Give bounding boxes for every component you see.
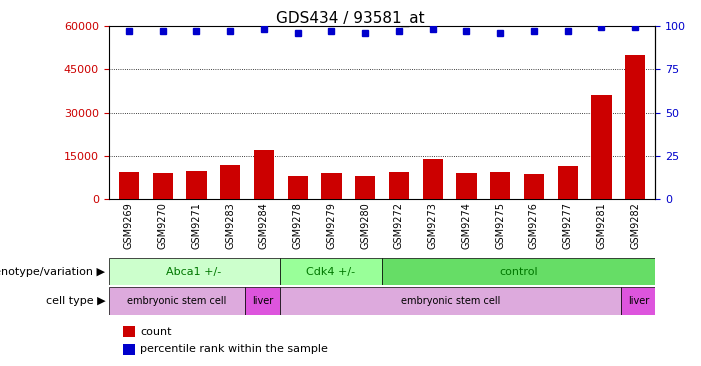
Bar [280, 287, 621, 315]
Bar [118, 172, 139, 199]
Text: Cdk4 +/-: Cdk4 +/- [306, 267, 355, 277]
Bar [557, 166, 578, 199]
Bar [245, 287, 280, 315]
Bar [524, 174, 544, 199]
Bar [321, 173, 341, 199]
Bar [287, 176, 308, 199]
Bar [456, 173, 477, 199]
Text: control: control [499, 267, 538, 277]
Text: genotype/variation ▶: genotype/variation ▶ [0, 267, 105, 277]
Text: GDS434 / 93581_at: GDS434 / 93581_at [276, 11, 425, 27]
Text: embryonic stem cell: embryonic stem cell [128, 296, 226, 306]
Bar [592, 95, 611, 199]
Text: liver: liver [627, 296, 649, 306]
Bar [389, 172, 409, 199]
Bar [280, 258, 382, 285]
Bar [186, 171, 207, 199]
Text: Abca1 +/-: Abca1 +/- [166, 267, 222, 277]
Text: count: count [140, 326, 172, 337]
Text: cell type ▶: cell type ▶ [46, 296, 105, 306]
Bar [423, 159, 443, 199]
Text: percentile rank within the sample: percentile rank within the sample [140, 344, 328, 354]
Text: liver: liver [252, 296, 273, 306]
Bar [621, 287, 655, 315]
Bar [382, 258, 655, 285]
Bar [625, 55, 646, 199]
Text: embryonic stem cell: embryonic stem cell [401, 296, 500, 306]
Bar [109, 258, 280, 285]
Bar [220, 165, 240, 199]
Bar [254, 150, 274, 199]
Bar [490, 172, 510, 199]
Bar [355, 176, 375, 199]
Bar [109, 287, 245, 315]
Bar [153, 173, 172, 199]
